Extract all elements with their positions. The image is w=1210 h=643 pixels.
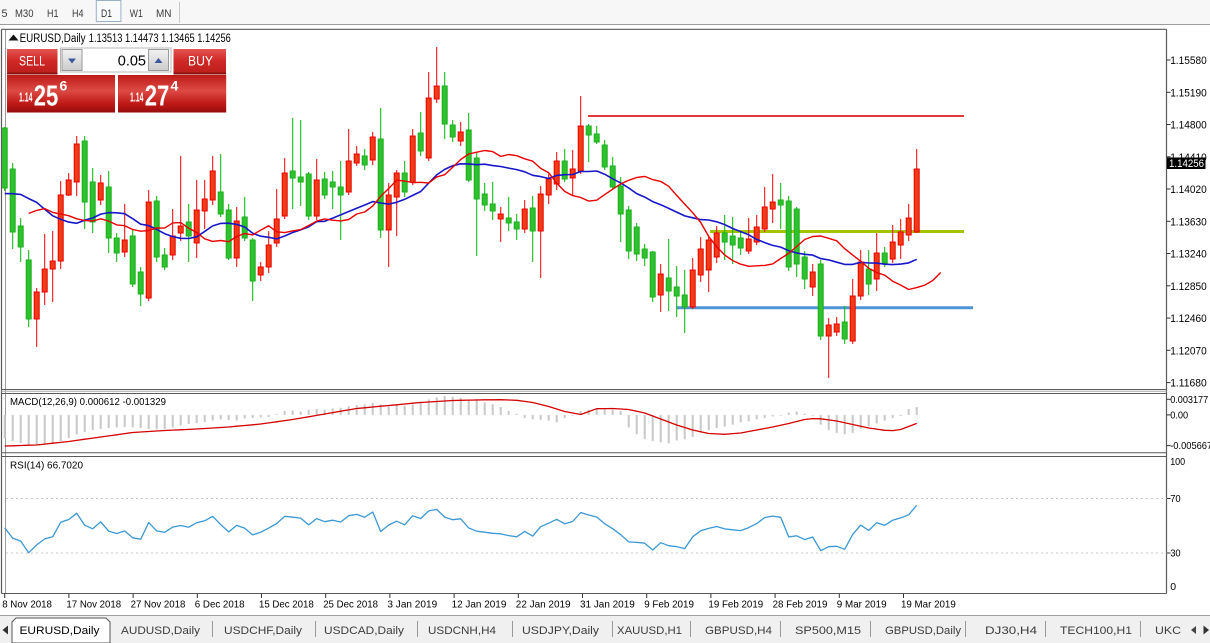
svg-text:1.14020: 1.14020 <box>1170 184 1207 196</box>
svg-text:1.14: 1.14 <box>19 90 33 105</box>
svg-text:6: 6 <box>60 78 68 94</box>
svg-text:BUY: BUY <box>188 53 214 69</box>
svg-text:70: 70 <box>1170 493 1181 505</box>
svg-text:27 Nov 2018: 27 Nov 2018 <box>131 599 186 611</box>
svg-text:USDCHF,Daily: USDCHF,Daily <box>224 625 303 637</box>
svg-text:8 Nov 2018: 8 Nov 2018 <box>2 599 52 611</box>
svg-text:W1: W1 <box>130 8 143 20</box>
svg-text:25: 25 <box>34 81 59 113</box>
svg-text:DJ30,H4: DJ30,H4 <box>985 625 1037 637</box>
svg-text:25 Dec 2018: 25 Dec 2018 <box>323 599 378 611</box>
svg-text:15 Dec 2018: 15 Dec 2018 <box>259 599 314 611</box>
svg-text:1.15580: 1.15580 <box>1170 55 1207 67</box>
svg-text:SP500,M15: SP500,M15 <box>795 625 861 637</box>
svg-text:1.12460: 1.12460 <box>1170 313 1207 325</box>
svg-text:19 Feb 2019: 19 Feb 2019 <box>708 599 763 611</box>
svg-text:-0.005667: -0.005667 <box>1170 440 1210 452</box>
svg-text:6 Dec 2018: 6 Dec 2018 <box>195 599 245 611</box>
svg-text:EURUSD,Daily: EURUSD,Daily <box>20 33 86 45</box>
svg-text:AUDUSD,Daily: AUDUSD,Daily <box>121 625 201 637</box>
svg-text:M30: M30 <box>15 8 34 20</box>
svg-text:1.13240: 1.13240 <box>1170 249 1207 261</box>
svg-text:1.12070: 1.12070 <box>1170 345 1207 357</box>
svg-text:USDCAD,Daily: USDCAD,Daily <box>324 625 405 637</box>
svg-text:31 Jan 2019: 31 Jan 2019 <box>580 599 635 611</box>
svg-text:XAUUSD,H1: XAUUSD,H1 <box>617 625 682 637</box>
svg-text:1.15190: 1.15190 <box>1170 87 1207 99</box>
svg-text:1.11680: 1.11680 <box>1170 378 1207 390</box>
svg-text:9 Feb 2019: 9 Feb 2019 <box>644 599 694 611</box>
svg-text:1.13513 1.14473 1.13465 1.1425: 1.13513 1.14473 1.13465 1.14256 <box>89 33 231 45</box>
svg-text:19 Mar 2019: 19 Mar 2019 <box>901 599 956 611</box>
svg-text:H4: H4 <box>72 8 84 20</box>
svg-text:USDCNH,H4: USDCNH,H4 <box>428 625 496 637</box>
svg-text:5: 5 <box>2 8 8 20</box>
svg-text:0.05: 0.05 <box>118 54 146 70</box>
svg-text:27: 27 <box>145 81 170 113</box>
svg-text:1.14: 1.14 <box>130 90 144 105</box>
svg-text:RSI(14) 66.7020: RSI(14) 66.7020 <box>10 460 83 472</box>
svg-text:100: 100 <box>1170 456 1185 468</box>
svg-text:30: 30 <box>1170 548 1181 560</box>
svg-text:D1: D1 <box>101 8 112 20</box>
svg-text:EURUSD,Daily: EURUSD,Daily <box>20 625 101 637</box>
svg-text:4: 4 <box>171 78 179 94</box>
svg-text:1.14256: 1.14256 <box>1169 158 1204 170</box>
svg-text:H1: H1 <box>47 8 59 20</box>
svg-text:SELL: SELL <box>19 53 45 69</box>
svg-text:0: 0 <box>1170 581 1176 593</box>
svg-text:USDJPY,Daily: USDJPY,Daily <box>522 625 600 637</box>
svg-text:22 Jan 2019: 22 Jan 2019 <box>516 599 571 611</box>
svg-text:MN: MN <box>156 8 172 20</box>
svg-text:1.13630: 1.13630 <box>1170 216 1207 228</box>
svg-text:28 Feb 2019: 28 Feb 2019 <box>773 599 828 611</box>
svg-text:17 Nov 2018: 17 Nov 2018 <box>66 599 121 611</box>
svg-text:0.003177: 0.003177 <box>1170 394 1208 406</box>
svg-text:GBPUSD,H4: GBPUSD,H4 <box>705 625 772 637</box>
svg-text:0.00: 0.00 <box>1170 409 1188 421</box>
svg-text:1.12850: 1.12850 <box>1170 281 1207 293</box>
svg-text:TECH100,H1: TECH100,H1 <box>1060 625 1132 637</box>
svg-text:12 Jan 2019: 12 Jan 2019 <box>452 599 507 611</box>
svg-text:3 Jan 2019: 3 Jan 2019 <box>387 599 437 611</box>
svg-text:UKC: UKC <box>1155 625 1181 637</box>
svg-text:1.14800: 1.14800 <box>1170 120 1207 132</box>
svg-text:9 Mar 2019: 9 Mar 2019 <box>837 599 887 611</box>
svg-text:MACD(12,26,9) 0.000612 -0.0013: MACD(12,26,9) 0.000612 -0.001329 <box>10 396 166 408</box>
svg-text:GBPUSD,Daily: GBPUSD,Daily <box>885 625 962 637</box>
